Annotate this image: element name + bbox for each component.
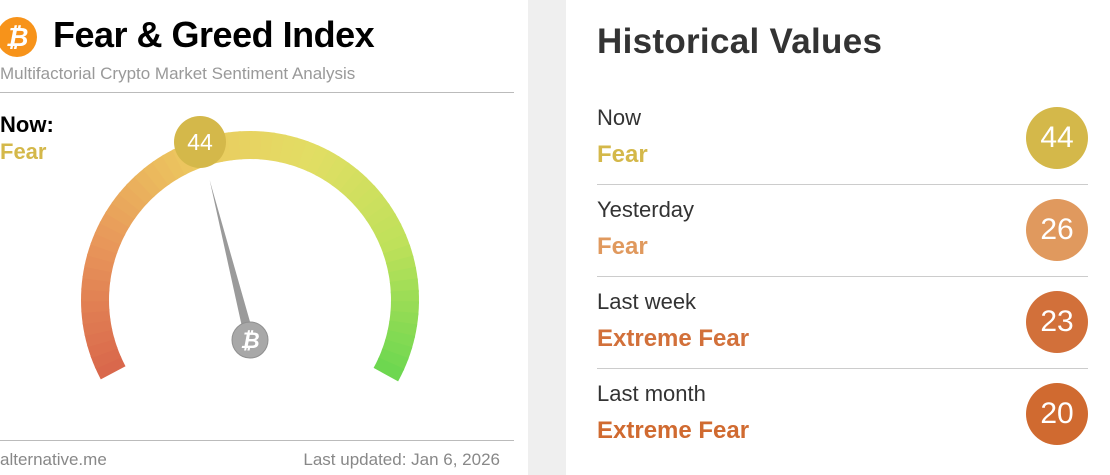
fear-greed-panel: ₿ Fear & Greed Index Multifactorial Cryp… xyxy=(0,0,528,475)
historical-title: Historical Values xyxy=(597,22,883,61)
page-title: Fear & Greed Index xyxy=(53,14,375,55)
source-link[interactable]: alternative.me xyxy=(0,450,107,469)
last-updated: Last updated: Jan 6, 2026 xyxy=(303,450,500,469)
row-label: Last month xyxy=(597,381,706,406)
row-value: 20 xyxy=(1026,383,1088,445)
history-row-now: Now Fear 44 xyxy=(597,93,1088,185)
row-value: 26 xyxy=(1026,199,1088,261)
gauge-arc-segment xyxy=(373,357,405,382)
historical-values-panel: Historical Values Now Fear 44 Yesterday … xyxy=(566,0,1110,475)
bitcoin-icon: ₿ xyxy=(240,329,259,354)
divider xyxy=(0,440,514,441)
row-value: 44 xyxy=(1026,107,1088,169)
row-classification: Fear xyxy=(597,233,648,260)
current-value-bubble: 44 xyxy=(174,116,226,168)
bitcoin-icon: ₿ xyxy=(0,17,37,57)
row-classification: Extreme Fear xyxy=(597,417,750,444)
gauge-needle xyxy=(209,180,255,342)
now-label: Now: xyxy=(0,112,54,137)
row-value: 23 xyxy=(1026,291,1088,353)
history-row-last-month: Last month Extreme Fear 20 xyxy=(597,369,1088,461)
history-row-last-week: Last week Extreme Fear 23 xyxy=(597,277,1088,369)
row-label: Last week xyxy=(597,289,697,314)
subtitle: Multifactorial Crypto Market Sentiment A… xyxy=(0,64,356,83)
row-classification: Fear xyxy=(597,141,648,168)
history-row-yesterday: Yesterday Fear 26 xyxy=(597,185,1088,277)
gauge: ₿ xyxy=(81,131,419,382)
row-label: Now xyxy=(597,105,642,130)
gauge-hub xyxy=(231,321,269,359)
row-classification: Extreme Fear xyxy=(597,325,750,352)
divider xyxy=(0,92,514,93)
row-label: Yesterday xyxy=(597,197,695,222)
now-classification: Fear xyxy=(0,139,47,164)
